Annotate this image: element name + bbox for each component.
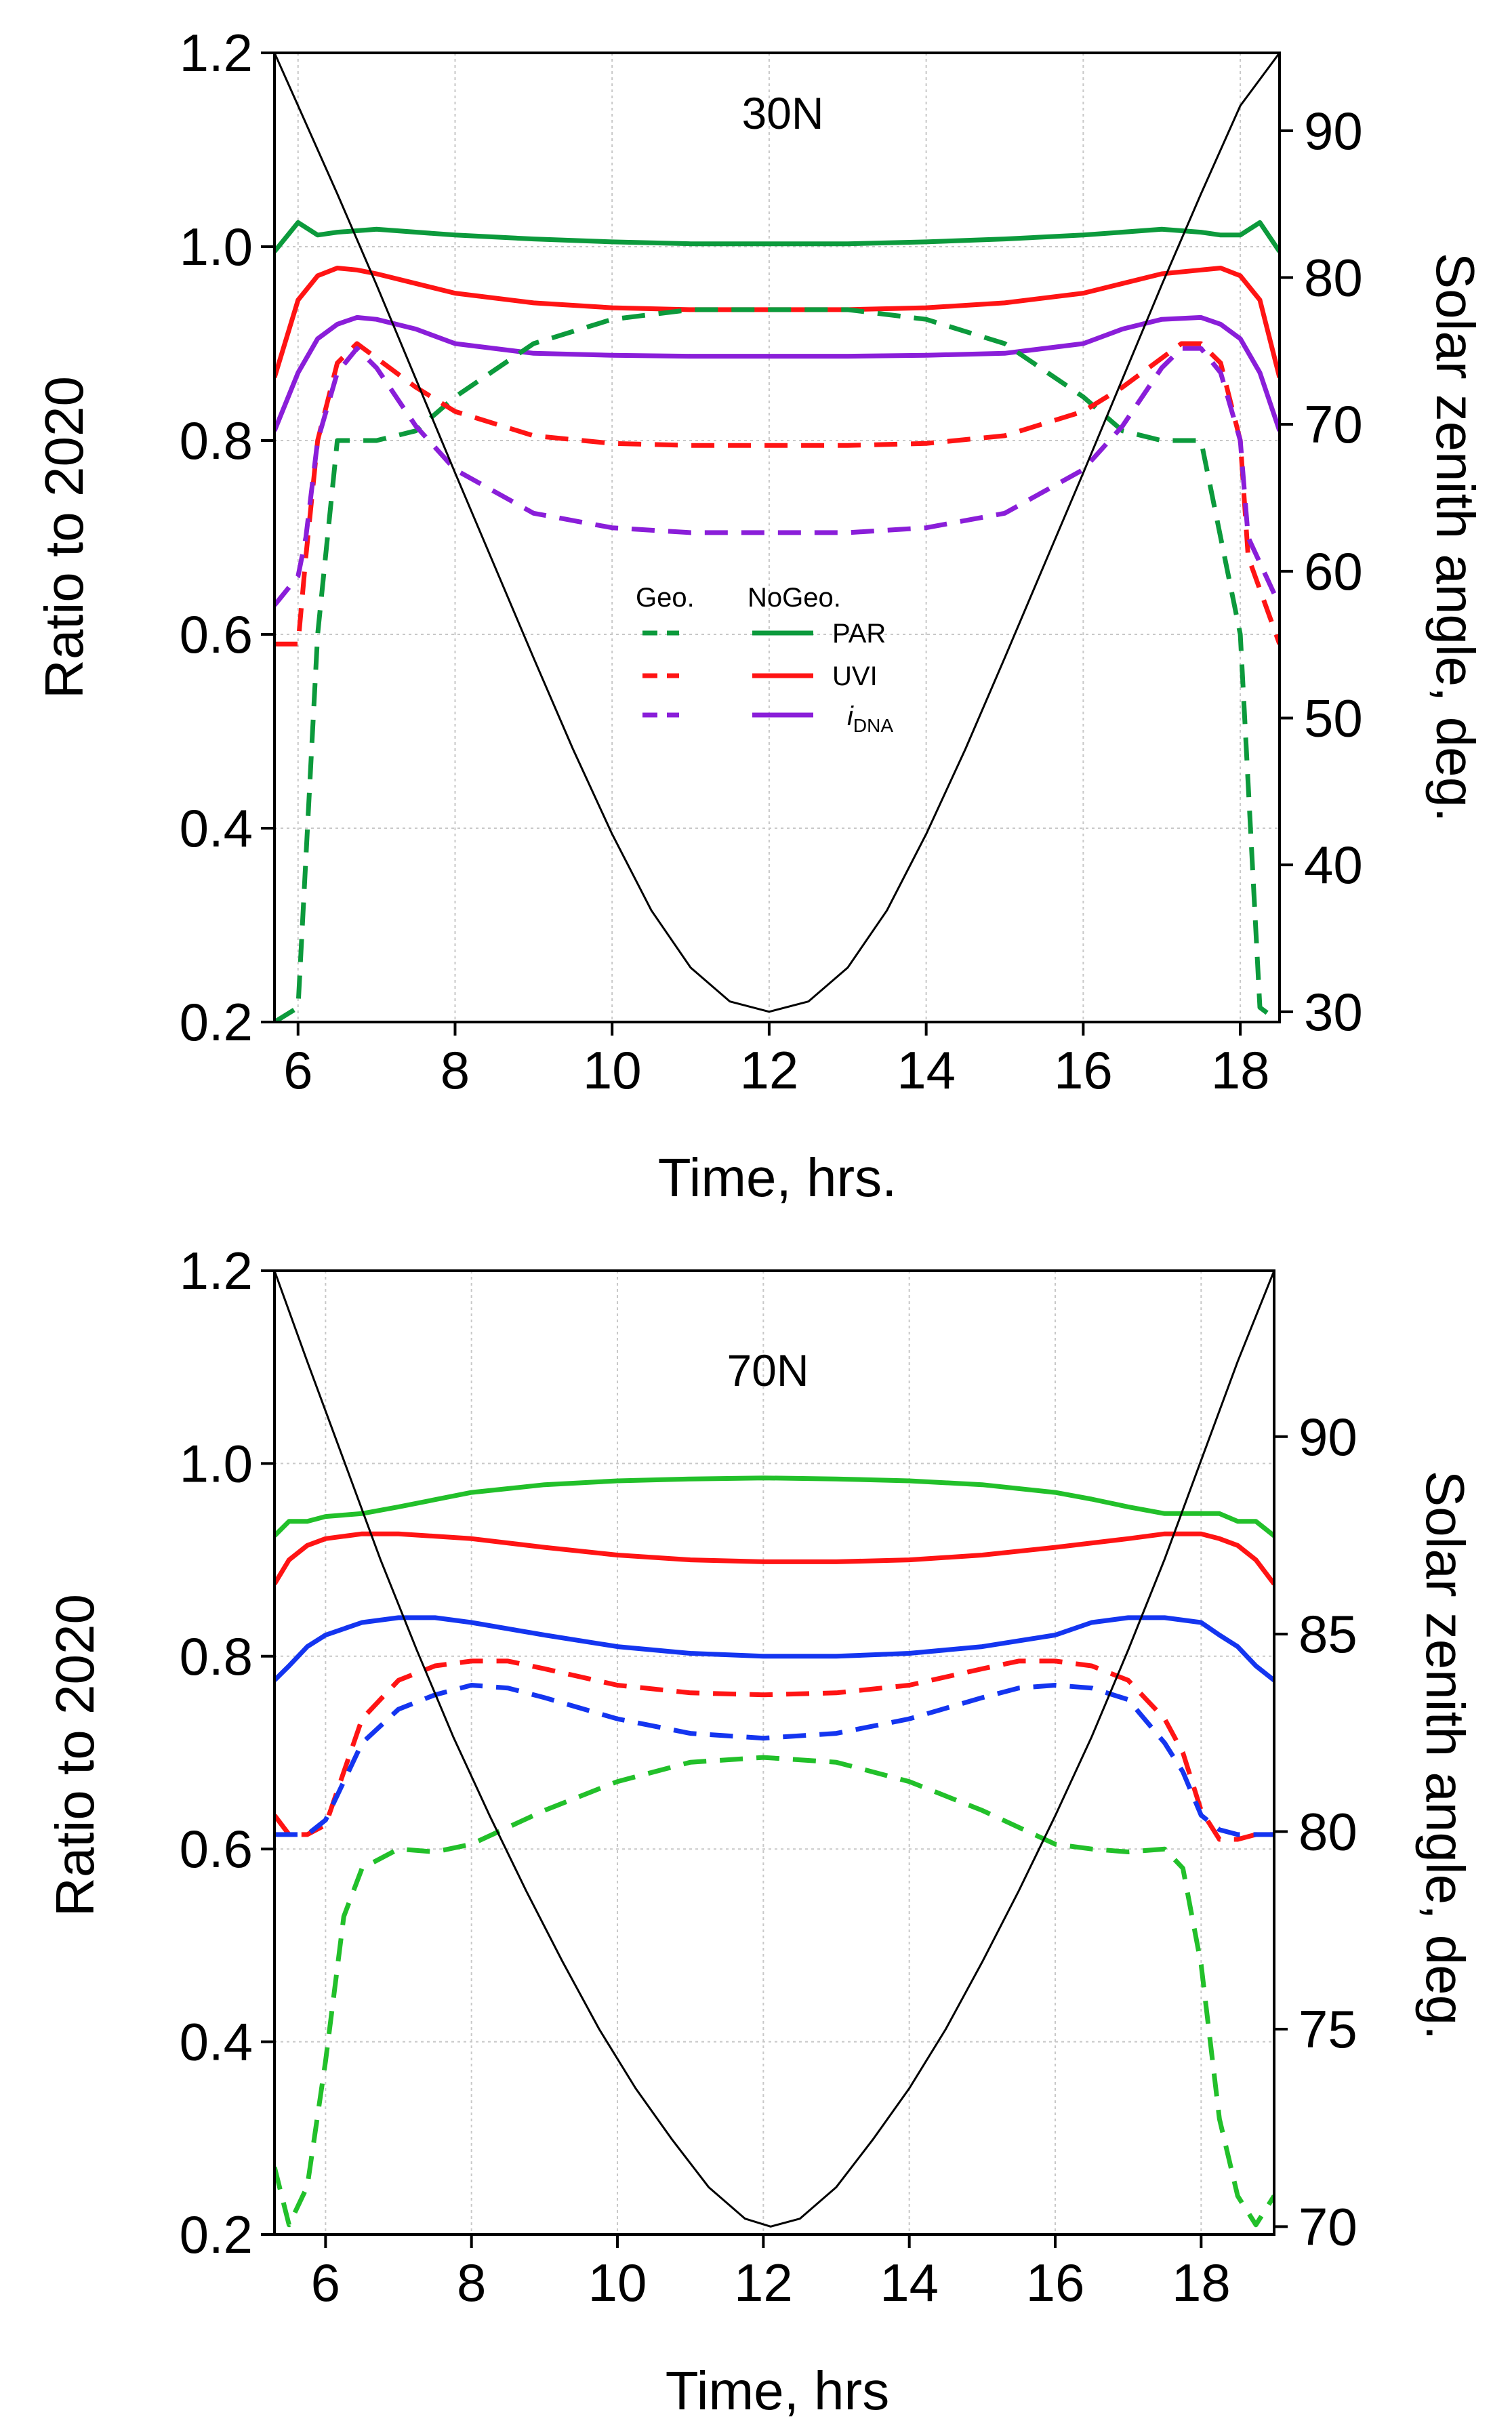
x-tick-label: 10 bbox=[583, 1040, 642, 1100]
y2-axis-label: Solar zenith angle, deg. bbox=[1415, 1471, 1475, 2041]
plot-frame bbox=[273, 52, 1281, 1023]
y2-tick-label: 80 bbox=[1304, 248, 1363, 308]
y-tick-label: 0.2 bbox=[180, 2205, 253, 2264]
y-tick-label: 0.4 bbox=[180, 2012, 253, 2072]
y2-tick-label: 90 bbox=[1299, 1407, 1357, 1467]
series-line-geo-red bbox=[274, 1658, 1274, 1842]
legend-label-uvi: UVI bbox=[832, 661, 878, 691]
x-axis-label: Time, hrs. bbox=[658, 1147, 897, 1208]
series-line-geo-uvi bbox=[274, 341, 1280, 647]
y2-tick-label: 85 bbox=[1299, 1604, 1357, 1664]
panel-title: 30N bbox=[741, 88, 823, 138]
legend-label-idna-italic: i bbox=[847, 701, 854, 731]
panel-30n: 6 8 10 12 14 16 18 0.2 0.4 0.6 0.8 1.0 1.2 30 40 50 60 70… bbox=[34, 23, 1486, 1208]
x-tick-label: 8 bbox=[457, 2253, 486, 2312]
y2-tick-label: 50 bbox=[1304, 689, 1363, 748]
y2-tick-label: 90 bbox=[1304, 101, 1363, 161]
y-tick-label: 1.0 bbox=[180, 217, 253, 277]
y2-axis-label: Solar zenith angle, deg. bbox=[1425, 253, 1486, 823]
x-tick-label: 8 bbox=[441, 1040, 470, 1100]
y2-tick-label: 70 bbox=[1299, 2197, 1357, 2256]
axis-ticks: 6 8 10 12 14 16 18 0.2 0.4 0.6 0.8 1.0 1.2 30 40 50 60 70… bbox=[180, 23, 1363, 1100]
series-line-geo-green_bottom bbox=[274, 1755, 1274, 2228]
x-tick-label: 16 bbox=[1054, 1040, 1113, 1100]
series-line-nogeo-idna bbox=[274, 314, 1280, 432]
grid bbox=[274, 1270, 1274, 2235]
y-tick-label: 0.8 bbox=[180, 411, 253, 470]
y-tick-label: 0.6 bbox=[180, 605, 253, 664]
y-tick-label: 1.2 bbox=[180, 1241, 253, 1301]
legend-label-par: PAR bbox=[832, 619, 886, 649]
series-line-nogeo-uvi bbox=[274, 266, 1280, 379]
x-tick-label: 14 bbox=[880, 2253, 939, 2312]
series-line-nogeo-par bbox=[274, 220, 1280, 253]
series-clip bbox=[274, 1271, 1274, 2228]
x-tick-label: 16 bbox=[1026, 2253, 1085, 2312]
x-tick-label: 10 bbox=[588, 2253, 647, 2312]
series-line-geo-par bbox=[274, 307, 1280, 1022]
y-tick-label: 0.4 bbox=[180, 798, 253, 858]
y-tick-label: 0.8 bbox=[180, 1627, 253, 1686]
series-line-geo-idna bbox=[274, 346, 1280, 607]
y2-tick-label: 80 bbox=[1299, 1802, 1357, 1862]
series-clip bbox=[274, 53, 1280, 1022]
legend-header-geo: Geo. bbox=[636, 583, 695, 613]
series-layer bbox=[274, 53, 1280, 1022]
axis-ticks: 6 8 10 12 14 16 18 0.2 0.4 0.6 0.8 1.0 1.2 70 75 80 85 90 bbox=[180, 1241, 1357, 2312]
legend-label-idna-sub: DNA bbox=[853, 715, 893, 736]
x-tick-label: 18 bbox=[1172, 2253, 1231, 2312]
sza-line bbox=[274, 1271, 1274, 2228]
grid bbox=[274, 52, 1280, 1023]
legend: Geo. NoGeo. PAR UVI iDNA bbox=[636, 583, 893, 736]
y2-tick-label: 40 bbox=[1304, 835, 1363, 895]
y2-tick-label: 75 bbox=[1299, 1999, 1357, 2059]
x-tick-label: 14 bbox=[897, 1040, 956, 1100]
y2-tick-label: 70 bbox=[1304, 394, 1363, 454]
x-tick-label: 12 bbox=[734, 2253, 793, 2312]
x-tick-label: 6 bbox=[283, 1040, 312, 1100]
y-axis-label: Ratio to 2020 bbox=[34, 376, 94, 699]
plot-frame bbox=[273, 1269, 1275, 2236]
series-line-nogeo-blue bbox=[274, 1615, 1274, 1683]
y2-tick-label: 60 bbox=[1304, 542, 1363, 601]
panel-70n: 6 8 10 12 14 16 18 0.2 0.4 0.6 0.8 1.0 1.2 70 75 80 85 90… bbox=[45, 1241, 1475, 2421]
series-line-geo-blue bbox=[274, 1683, 1274, 1837]
series-line-nogeo-green_bottom bbox=[274, 1475, 1274, 1538]
x-axis-label: Time, hrs bbox=[666, 2361, 889, 2421]
x-tick-label: 6 bbox=[311, 2253, 340, 2312]
sza-line bbox=[274, 53, 1280, 1013]
panel-title: 70N bbox=[727, 1345, 809, 1395]
series-layer bbox=[274, 1271, 1274, 2228]
y-axis-label: Ratio to 2020 bbox=[45, 1594, 105, 1917]
x-tick-label: 12 bbox=[740, 1040, 799, 1100]
y-tick-label: 1.0 bbox=[180, 1433, 253, 1493]
y-tick-label: 0.6 bbox=[180, 1819, 253, 1879]
y2-tick-label: 30 bbox=[1304, 982, 1363, 1042]
y-tick-label: 1.2 bbox=[180, 23, 253, 83]
legend-label-idna: iDNA bbox=[847, 701, 893, 736]
series-line-nogeo-red bbox=[274, 1531, 1274, 1586]
x-tick-label: 18 bbox=[1211, 1040, 1270, 1100]
legend-header-nogeo: NoGeo. bbox=[748, 583, 841, 613]
y-tick-label: 0.2 bbox=[180, 992, 253, 1052]
